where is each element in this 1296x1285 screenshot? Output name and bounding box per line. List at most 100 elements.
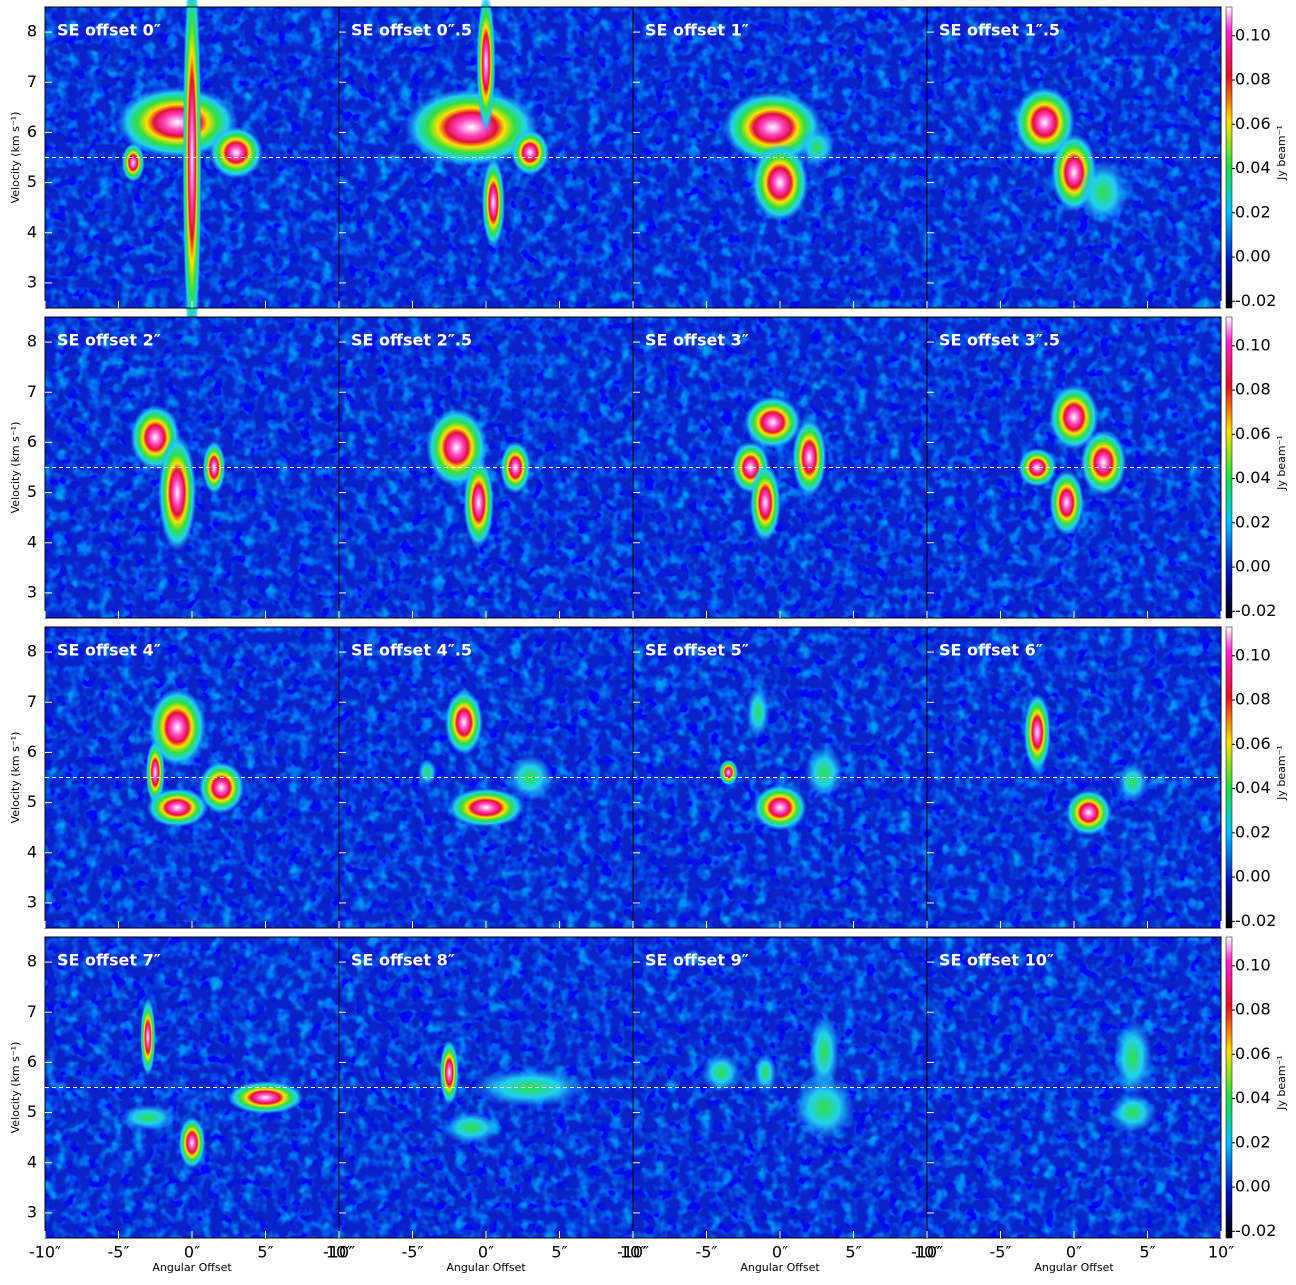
emission — [227, 1081, 304, 1114]
y-tick-label: 8 — [27, 22, 37, 41]
colorbar-tick-label: 0.02 — [1235, 512, 1271, 531]
y-tick-label: 5 — [27, 792, 37, 811]
y-axis-label: Velocity (km s⁻¹) — [9, 422, 22, 514]
colorbar-tick-label: 0.10 — [1235, 645, 1271, 664]
emission — [746, 686, 770, 739]
colorbar-tick-label: -0.02 — [1235, 1221, 1276, 1240]
colorbar-tick-label: 0.02 — [1235, 202, 1271, 221]
emission — [158, 433, 197, 552]
emission — [1065, 789, 1112, 836]
panel-title: SE offset 10″ — [939, 951, 1054, 970]
panel: SE offset 1″ — [632, 6, 928, 309]
x-tick-label: -5″ — [696, 1243, 718, 1262]
panel-title: SE offset 2″.5 — [351, 331, 472, 350]
colorbar-tick-label: 0.04 — [1235, 1088, 1271, 1107]
emission — [145, 739, 165, 806]
emission — [182, 0, 202, 367]
emission — [1049, 384, 1099, 450]
colorbar-tick-label: -0.02 — [1235, 601, 1276, 620]
colorbar — [1225, 936, 1233, 1239]
emission — [751, 143, 809, 222]
emission — [750, 463, 781, 542]
emission — [808, 1013, 840, 1092]
panel: SE offset 2″ 3 4 5 6 7 8 Velocity (km s⁻¹) — [9, 316, 340, 619]
colorbar-tick-label: 0.00 — [1235, 867, 1271, 886]
colorbar-tick-label: 0.08 — [1235, 1000, 1271, 1019]
colorbar-tick-label: -0.02 — [1235, 911, 1276, 930]
emission — [702, 1052, 741, 1093]
y-tick-label: 8 — [27, 332, 37, 351]
colorbar-tick-label: 0.08 — [1235, 380, 1271, 399]
emission — [718, 759, 739, 786]
y-tick-label: 8 — [27, 642, 37, 661]
colorbar-tick-label: 0.02 — [1235, 822, 1271, 841]
emission — [1113, 1018, 1152, 1097]
panel: SE offset 6″ -0.02 0.00 0.02 0.04 0.06 0.08 0.1… — [926, 626, 1288, 930]
y-tick-label: 4 — [27, 532, 37, 551]
colorbar-tick-label: 0.10 — [1235, 955, 1271, 974]
emission — [148, 688, 206, 767]
panel-title: SE offset 3″.5 — [939, 331, 1060, 350]
y-tick-label: 6 — [27, 122, 37, 141]
emission — [510, 129, 550, 176]
panel: SE offset 5″ — [632, 626, 928, 929]
x-tick-label: 10″ — [914, 1243, 940, 1262]
panel-title: SE offset 5″ — [645, 641, 749, 660]
emission — [1014, 86, 1076, 159]
panel: SE offset 7″ -10″ -5″ 0″ 5″ 10″ 3 4 5 6 7 8 Angular … — [9, 936, 352, 1274]
colorbar-tick-label: 0.06 — [1235, 1044, 1271, 1063]
y-tick-label: 7 — [27, 1002, 37, 1021]
emission — [417, 759, 437, 786]
colorbar-tick-label: 0.00 — [1235, 557, 1271, 576]
emission — [116, 86, 239, 159]
emission — [146, 788, 208, 828]
x-tick-label: -10″ — [323, 1243, 355, 1262]
colorbar-tick-label: 0.06 — [1235, 424, 1271, 443]
panel-title: SE offset 9″ — [645, 951, 749, 970]
panel-title: SE offset 1″ — [645, 21, 749, 40]
panel-title: SE offset 6″ — [939, 641, 1043, 660]
colorbar-tick-label: 0.06 — [1235, 114, 1271, 133]
x-axis-label: Angular Offset — [740, 1261, 820, 1274]
colorbar — [1225, 626, 1233, 929]
emission — [404, 88, 539, 167]
y-tick-label: 7 — [27, 382, 37, 401]
emission — [178, 1116, 206, 1169]
emission — [1018, 447, 1057, 488]
x-tick-label: 10″ — [1208, 1243, 1234, 1262]
y-tick-label: 5 — [27, 172, 37, 191]
colorbar — [1225, 6, 1233, 309]
y-tick-label: 6 — [27, 1052, 37, 1071]
panel: SE offset 0″ 3 4 5 6 7 8 Velocity (km s⁻¹) — [9, 0, 340, 367]
y-tick-label: 4 — [27, 842, 37, 861]
panel-title: SE offset 0″ — [57, 21, 161, 40]
y-tick-label: 6 — [27, 432, 37, 451]
emission — [804, 746, 844, 799]
emission — [753, 784, 807, 831]
colorbar-tick-label: 0.10 — [1235, 25, 1271, 44]
x-tick-label: 0″ — [478, 1243, 494, 1262]
emission — [198, 761, 245, 814]
panel-title: SE offset 0″.5 — [351, 21, 472, 40]
y-tick-label: 4 — [27, 1152, 37, 1171]
emission — [121, 142, 145, 183]
y-tick-label: 6 — [27, 742, 37, 761]
emission — [140, 998, 156, 1077]
panel-title: SE offset 3″ — [645, 331, 749, 350]
x-tick-label: -5″ — [402, 1243, 424, 1262]
emission — [447, 788, 525, 828]
y-tick-label: 8 — [27, 952, 37, 971]
y-tick-label: 5 — [27, 482, 37, 501]
panel: SE offset 9″ -10″ -5″ 0″ 5″ 10″ Angular Offset — [617, 936, 940, 1274]
y-tick-label: 3 — [27, 272, 37, 291]
y-tick-label: 3 — [27, 1202, 37, 1221]
emission — [1078, 160, 1129, 226]
panel: SE offset 3″.5 -0.02 0.00 0.02 0.04 0.06 0.08 0… — [926, 316, 1288, 620]
emission — [463, 456, 494, 549]
x-tick-label: 10″ — [620, 1243, 646, 1262]
x-tick-label: 5″ — [551, 1243, 567, 1262]
panel-title: SE offset 4″.5 — [351, 641, 472, 660]
colorbar — [1225, 316, 1233, 619]
emission — [442, 1111, 500, 1144]
